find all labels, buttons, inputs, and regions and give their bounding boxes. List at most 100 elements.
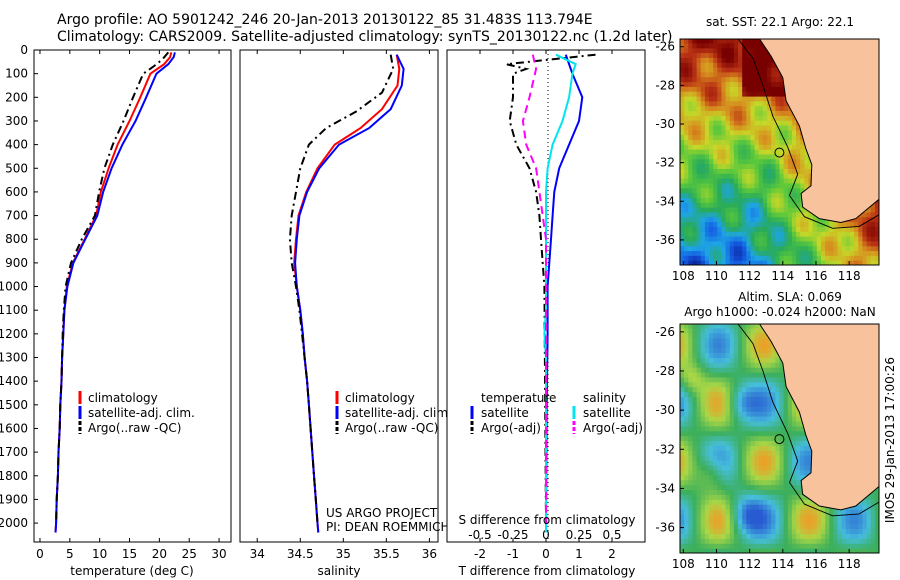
heatmap-cell — [696, 57, 702, 63]
heatmap-cell — [804, 178, 810, 184]
heatmap-cell — [696, 86, 702, 92]
heatmap-cell — [787, 216, 793, 223]
heatmap-cell — [717, 469, 722, 476]
heatmap-cell — [791, 144, 797, 150]
heatmap-cell — [684, 357, 689, 363]
difference-series — [506, 53, 596, 533]
heatmap-cell — [816, 533, 822, 539]
heatmap-cell — [783, 163, 789, 169]
heatmap-cell — [775, 158, 781, 165]
heatmap-cell — [704, 260, 710, 265]
heatmap-cell — [800, 509, 805, 515]
heatmap-cell — [787, 435, 793, 442]
heatmap-cell — [854, 255, 859, 261]
heatmap-cell — [762, 469, 768, 476]
heatmap-cell — [870, 548, 876, 553]
heatmap-cell — [696, 211, 702, 218]
heatmap-cell — [733, 39, 739, 44]
heatmap-cell — [796, 226, 801, 232]
heatmap-cell — [700, 440, 706, 446]
heatmap-cell — [750, 178, 756, 184]
heatmap-cell — [808, 499, 814, 505]
heatmap-cell — [680, 115, 685, 121]
heatmap-cell — [729, 71, 735, 78]
heatmap-cell — [829, 260, 834, 265]
heatmap-cell — [779, 96, 785, 102]
heatmap-cell — [713, 129, 718, 136]
heatmap-cell — [816, 528, 822, 534]
heatmap-cell — [870, 240, 876, 247]
heatmap-cell — [733, 173, 739, 179]
heatmap-cell — [812, 538, 818, 544]
heatmap-cell — [746, 192, 751, 198]
heatmap-cell — [725, 484, 731, 490]
heatmap-cell — [854, 533, 859, 539]
heatmap-cell — [692, 255, 698, 261]
heatmap-cell — [821, 548, 826, 553]
heatmap-cell — [725, 352, 731, 358]
heatmap-cell — [721, 416, 727, 422]
heatmap-cell — [680, 406, 685, 412]
heatmap-cell — [729, 367, 735, 373]
heatmap-cell — [729, 250, 735, 256]
heatmap-cell — [800, 445, 805, 451]
sla-latitude-ticks: -26-28-30-32-34-36 — [655, 325, 684, 535]
heatmap-cell — [742, 182, 747, 189]
shelf-contour — [737, 324, 879, 517]
sla-map-frame — [679, 323, 880, 554]
heatmap-cell — [709, 386, 714, 393]
heatmap-cell — [684, 42, 689, 49]
heatmap-cell — [733, 342, 739, 349]
heatmap-cell — [684, 504, 689, 510]
heatmap-cell — [692, 81, 698, 87]
heatmap-cell — [709, 81, 714, 87]
heatmap-cell — [680, 455, 685, 461]
heatmap-cell — [787, 211, 793, 218]
heatmap-cell — [771, 134, 776, 140]
heatmap-cell — [746, 347, 751, 353]
heatmap-cell — [721, 250, 727, 256]
lon-tick-label: 118 — [838, 557, 861, 571]
heatmap-cell — [754, 39, 760, 44]
heatmap-cell — [729, 362, 735, 368]
heatmap-cell — [721, 226, 727, 232]
heatmap-cell — [692, 513, 698, 520]
heatmap-cell — [721, 42, 727, 49]
heatmap-cell — [791, 260, 797, 265]
heatmap-cell — [729, 182, 735, 189]
heatmap-cell — [841, 226, 847, 232]
heatmap-cell — [796, 163, 801, 169]
heatmap-cell — [791, 173, 797, 179]
heatmap-cell — [721, 110, 727, 116]
heatmap-cell — [787, 416, 793, 422]
heatmap-cell — [787, 134, 793, 140]
heatmap-cell — [808, 231, 814, 237]
heatmap-cell — [812, 548, 818, 553]
difference-x-ticks: -2 -1 0 1 2 — [474, 50, 616, 561]
heatmap-cell — [680, 134, 685, 140]
heatmap-cell — [767, 425, 772, 432]
heatmap-cell — [713, 367, 718, 373]
heatmap-cell — [713, 464, 718, 471]
heatmap-cell — [771, 144, 776, 150]
heatmap-cell — [742, 240, 747, 247]
heatmap-cell — [746, 484, 751, 490]
heatmap-cell — [725, 391, 731, 397]
heatmap-cell — [821, 533, 826, 539]
legend-s-argo-label: Argo(-adj) — [583, 421, 643, 435]
heatmap-cell — [758, 391, 764, 397]
heatmap-cell — [692, 460, 698, 466]
heatmap-cell — [783, 149, 789, 155]
heatmap-cell — [709, 381, 714, 388]
heatmap-cell — [717, 420, 722, 427]
heatmap-cell — [746, 231, 751, 237]
heatmap-cell — [825, 518, 830, 525]
heatmap-cell — [800, 440, 805, 446]
heatmap-cell — [829, 231, 834, 237]
heatmap-cell — [725, 548, 731, 553]
heatmap-cell — [680, 425, 685, 432]
heatmap-cell — [704, 533, 710, 539]
heatmap-cell — [791, 129, 797, 136]
heatmap-cell — [854, 250, 859, 256]
heatmap-cell — [684, 76, 689, 83]
